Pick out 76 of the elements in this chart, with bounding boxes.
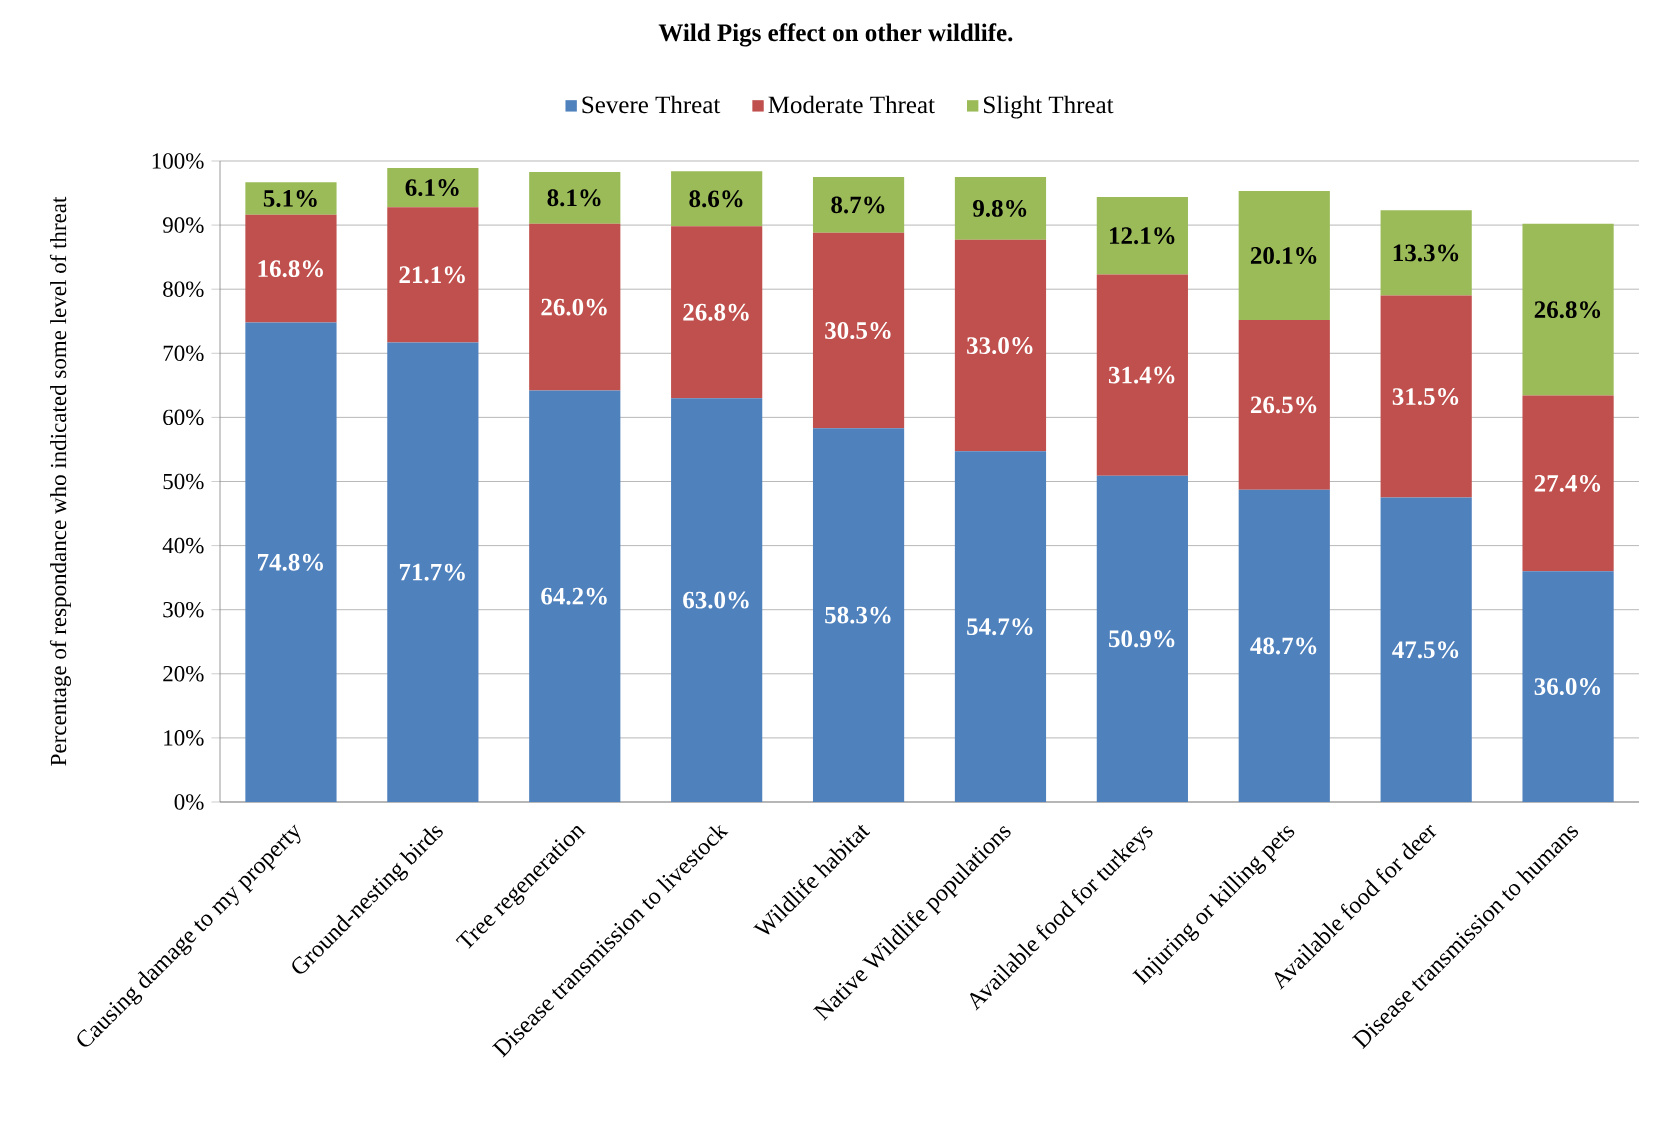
data-label: 16.8% bbox=[258, 260, 323, 278]
bar bbox=[671, 398, 763, 802]
bar bbox=[954, 177, 1047, 240]
data-label: 58.3% bbox=[825, 606, 891, 624]
bar bbox=[812, 428, 905, 802]
y-tick-label: 50% bbox=[163, 473, 204, 490]
data-label: 26.5% bbox=[1250, 396, 1317, 414]
y-tick-label: 60% bbox=[163, 409, 204, 426]
bar bbox=[245, 214, 337, 323]
data-label: 36.0% bbox=[1534, 678, 1601, 696]
legend-label: Severe Threat bbox=[582, 95, 721, 114]
bar bbox=[812, 177, 905, 233]
bar bbox=[954, 239, 1047, 452]
data-label: 26.8% bbox=[1534, 301, 1601, 319]
y-tick-label: 100% bbox=[152, 153, 204, 169]
data-label: 31.4% bbox=[1108, 366, 1175, 384]
bar bbox=[671, 171, 763, 227]
y-tick-label: 90% bbox=[162, 217, 204, 233]
chart-title: Wild Pigs effect on other wildlife. bbox=[658, 23, 1013, 47]
y-tick-label: 70% bbox=[163, 345, 204, 362]
bar bbox=[1522, 223, 1614, 396]
bar bbox=[1380, 295, 1472, 498]
bar bbox=[387, 168, 479, 208]
data-label: 8.7% bbox=[831, 196, 885, 214]
bar bbox=[1522, 395, 1614, 572]
bar bbox=[245, 322, 337, 802]
bar bbox=[529, 223, 621, 391]
y-tick-label: 0% bbox=[174, 794, 204, 810]
data-label: 48.7% bbox=[1250, 637, 1317, 655]
data-label: 33.0% bbox=[967, 337, 1033, 355]
data-label: 74.8% bbox=[258, 553, 323, 571]
y-tick-label: 20% bbox=[163, 666, 204, 682]
bar bbox=[1380, 497, 1472, 802]
bar bbox=[387, 207, 479, 343]
bar bbox=[1380, 210, 1472, 296]
bar bbox=[529, 390, 621, 802]
bar bbox=[245, 182, 337, 215]
bar bbox=[1096, 475, 1188, 802]
data-label: 12.1% bbox=[1110, 227, 1175, 245]
bar bbox=[1522, 571, 1614, 802]
data-label: 54.7% bbox=[967, 618, 1033, 636]
data-label: 71.7% bbox=[399, 563, 465, 581]
y-tick-label: 80% bbox=[163, 281, 204, 297]
y-tick-label: 30% bbox=[163, 601, 204, 618]
data-label: 64.2% bbox=[541, 587, 607, 605]
data-label: 13.3% bbox=[1393, 244, 1459, 262]
data-label: 63.0% bbox=[683, 591, 749, 609]
data-label: 20.1% bbox=[1250, 247, 1317, 265]
bar bbox=[387, 342, 479, 802]
data-label: 8.1% bbox=[547, 189, 601, 207]
bar bbox=[1096, 196, 1188, 275]
legend-label: Slight Threat bbox=[984, 95, 1114, 119]
data-label: 30.5% bbox=[825, 322, 891, 340]
data-label: 21.1% bbox=[399, 266, 465, 284]
y-tick-label: 10% bbox=[164, 730, 204, 746]
data-label: 8.6% bbox=[689, 190, 743, 208]
data-label: 26.8% bbox=[683, 303, 749, 321]
bar bbox=[954, 451, 1047, 802]
bar bbox=[1096, 274, 1188, 476]
legend-label: Moderate Threat bbox=[768, 95, 935, 114]
y-axis-title: Percentage of respondance who indicated some level of threat bbox=[49, 196, 71, 766]
data-label: 5.1% bbox=[263, 190, 317, 207]
bar bbox=[529, 171, 621, 224]
data-label: 47.5% bbox=[1392, 641, 1459, 659]
data-label: 6.1% bbox=[405, 179, 459, 197]
data-label: 9.8% bbox=[973, 199, 1027, 217]
bar bbox=[1238, 489, 1330, 802]
data-label: 50.9% bbox=[1109, 630, 1175, 648]
bar bbox=[1238, 319, 1330, 490]
bar bbox=[812, 232, 905, 429]
data-label: 27.4% bbox=[1534, 474, 1601, 492]
data-label: 31.5% bbox=[1392, 388, 1459, 406]
bar bbox=[1238, 191, 1330, 320]
y-tick-label: 40% bbox=[162, 537, 204, 554]
data-label: 26.0% bbox=[541, 298, 607, 316]
bar bbox=[671, 226, 763, 399]
